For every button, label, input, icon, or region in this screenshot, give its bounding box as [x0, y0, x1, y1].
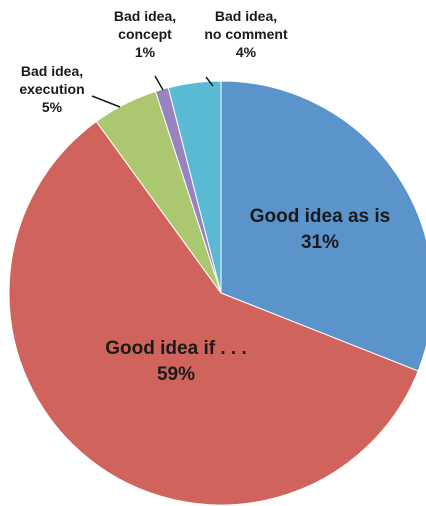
pie-slice-1 [220, 80, 426, 372]
leader-line-3 [91, 95, 121, 108]
slice-label-5-line-1: Bad idea, [215, 8, 277, 24]
slice-label-4: Bad idea, concept 1% [114, 8, 176, 60]
slice-label-5-line-3: 4% [236, 44, 257, 60]
slice-label-4-line-1: Bad idea, [114, 8, 176, 24]
slice-label-5: Bad idea, no comment 4% [204, 8, 288, 60]
leader-line-5 [205, 76, 214, 87]
pie-slice-2 [8, 120, 419, 506]
slice-label-1: Good idea as is 31% [250, 206, 390, 253]
slice-label-2: Good idea if . . . 59% [105, 338, 246, 385]
slice-label-3-line-1: Bad idea, [21, 63, 83, 79]
pie-slices [8, 80, 426, 506]
label-leader-lines [91, 75, 214, 108]
slice-label-2-line-2: 59% [157, 364, 195, 385]
slice-label-1-line-1: Good idea as is [250, 206, 390, 227]
pie-slice-5 [167, 80, 222, 294]
slice-label-3: Bad idea, execution 5% [19, 63, 84, 115]
slice-label-2-line-1: Good idea if . . . [105, 338, 246, 359]
slice-label-4-line-3: 1% [135, 44, 156, 60]
slice-label-3-line-3: 5% [42, 99, 63, 115]
slice-label-4-line-2: concept [118, 26, 172, 42]
slice-labels: Good idea as is 31% Good idea if . . . 59% B… [19, 8, 390, 385]
slice-label-1-line-2: 31% [301, 232, 339, 253]
slice-label-5-line-2: no comment [204, 26, 288, 42]
leader-line-4 [154, 75, 164, 91]
slice-label-3-line-2: execution [19, 81, 84, 97]
